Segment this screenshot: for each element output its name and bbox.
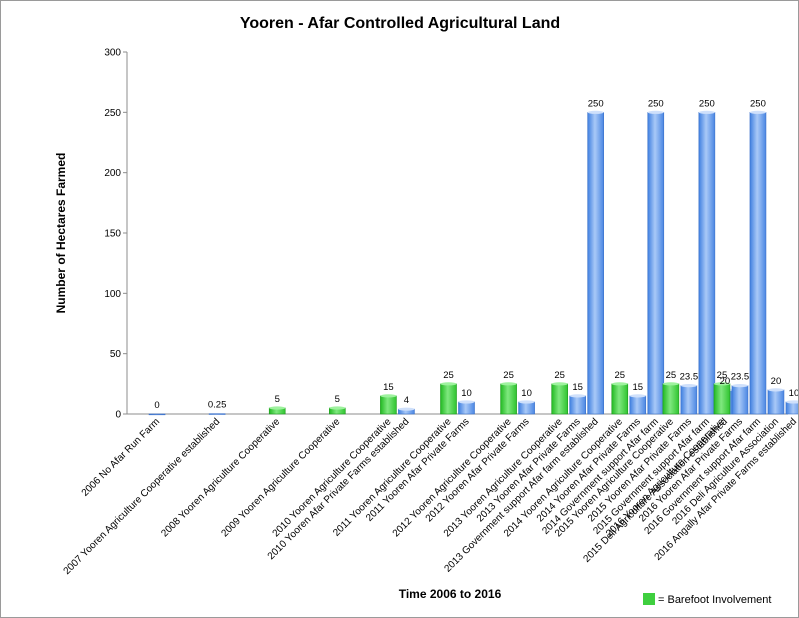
bar-cap (440, 382, 457, 386)
bar-cap (380, 394, 397, 398)
data-label: 25 (614, 370, 625, 381)
data-label: 25 (666, 370, 677, 381)
bar (518, 401, 535, 415)
bars (148, 110, 798, 416)
bar-cap (713, 382, 730, 386)
bar-cap (500, 382, 517, 386)
y-tick-label: 250 (104, 108, 121, 119)
bar-cap (329, 406, 346, 410)
bar (208, 413, 226, 415)
bar-cap (398, 407, 415, 411)
bar-cap (269, 406, 286, 410)
data-label: 15 (383, 382, 394, 393)
bar-cap (458, 400, 475, 404)
y-tick-label: 0 (115, 410, 121, 421)
data-label: 25 (554, 370, 565, 381)
data-label: 23.5 (680, 372, 699, 383)
bar-cap (698, 110, 715, 114)
data-label: 15 (632, 382, 643, 393)
data-label: 250 (750, 98, 766, 109)
bar (785, 401, 798, 415)
bar-cap (647, 110, 664, 114)
data-label: 4 (404, 395, 409, 406)
data-label: 250 (588, 98, 604, 109)
bar (698, 112, 716, 415)
y-tick-label: 150 (104, 229, 121, 240)
y-tick-label: 50 (110, 349, 122, 360)
bar-cap (662, 382, 679, 386)
bar (629, 395, 647, 415)
bar (611, 383, 629, 415)
data-label: 25 (717, 370, 728, 381)
legend: = Barefoot Involvement (643, 593, 771, 606)
bar (749, 112, 767, 415)
x-axis-title: Time 2006 to 2016 (399, 587, 502, 601)
data-label: 250 (648, 98, 664, 109)
data-label: 20 (720, 376, 731, 387)
y-axis-title: Number of Hectares Farmed (54, 153, 68, 314)
chart-title: Yooren - Afar Controlled Agricultural La… (240, 15, 560, 32)
data-label: 0 (154, 400, 159, 411)
data-label: 10 (461, 388, 472, 399)
data-label: 0.25 (208, 400, 227, 411)
data-label: 20 (771, 376, 782, 387)
bar-cap (749, 110, 766, 114)
bar-cap (629, 394, 646, 398)
bar-cap (551, 382, 568, 386)
category-label: 2008 Yooren Agriculture Cooperative (159, 416, 282, 539)
bar (500, 383, 517, 415)
legend-label: = Barefoot Involvement (658, 594, 771, 606)
y-tick-label: 100 (104, 289, 121, 300)
bar (148, 413, 166, 416)
legend-swatch (643, 593, 655, 605)
bar (647, 112, 665, 415)
bar-cap (680, 384, 697, 388)
y-tick-label: 300 (104, 48, 121, 59)
data-label: 10 (521, 388, 532, 399)
bar-cap (587, 110, 604, 114)
data-label: 25 (503, 370, 514, 381)
bar (767, 389, 785, 415)
y-tick-label: 200 (104, 168, 121, 179)
bar-cap (785, 400, 798, 404)
category-label: 2010 Yooren Agriculture Cooperative (271, 416, 394, 539)
bar (713, 383, 731, 415)
data-label: 23.5 (731, 372, 750, 383)
data-label: 15 (572, 382, 583, 393)
bar-cap (518, 400, 535, 404)
bar-cap (731, 384, 748, 388)
data-label: 250 (699, 98, 715, 109)
data-label: 10 (789, 388, 798, 399)
bar-cap (767, 388, 784, 392)
bar (569, 395, 586, 415)
bar-cap (569, 394, 586, 398)
bar (551, 383, 568, 415)
bar (680, 385, 698, 415)
bar (380, 395, 397, 415)
bar (587, 112, 604, 415)
data-label: 5 (335, 394, 340, 405)
bar-cap (611, 382, 628, 386)
bar (458, 401, 475, 415)
bar (731, 385, 749, 415)
bar (662, 383, 680, 415)
data-label: 25 (443, 370, 454, 381)
data-label: 5 (275, 394, 280, 405)
bar (440, 383, 457, 415)
